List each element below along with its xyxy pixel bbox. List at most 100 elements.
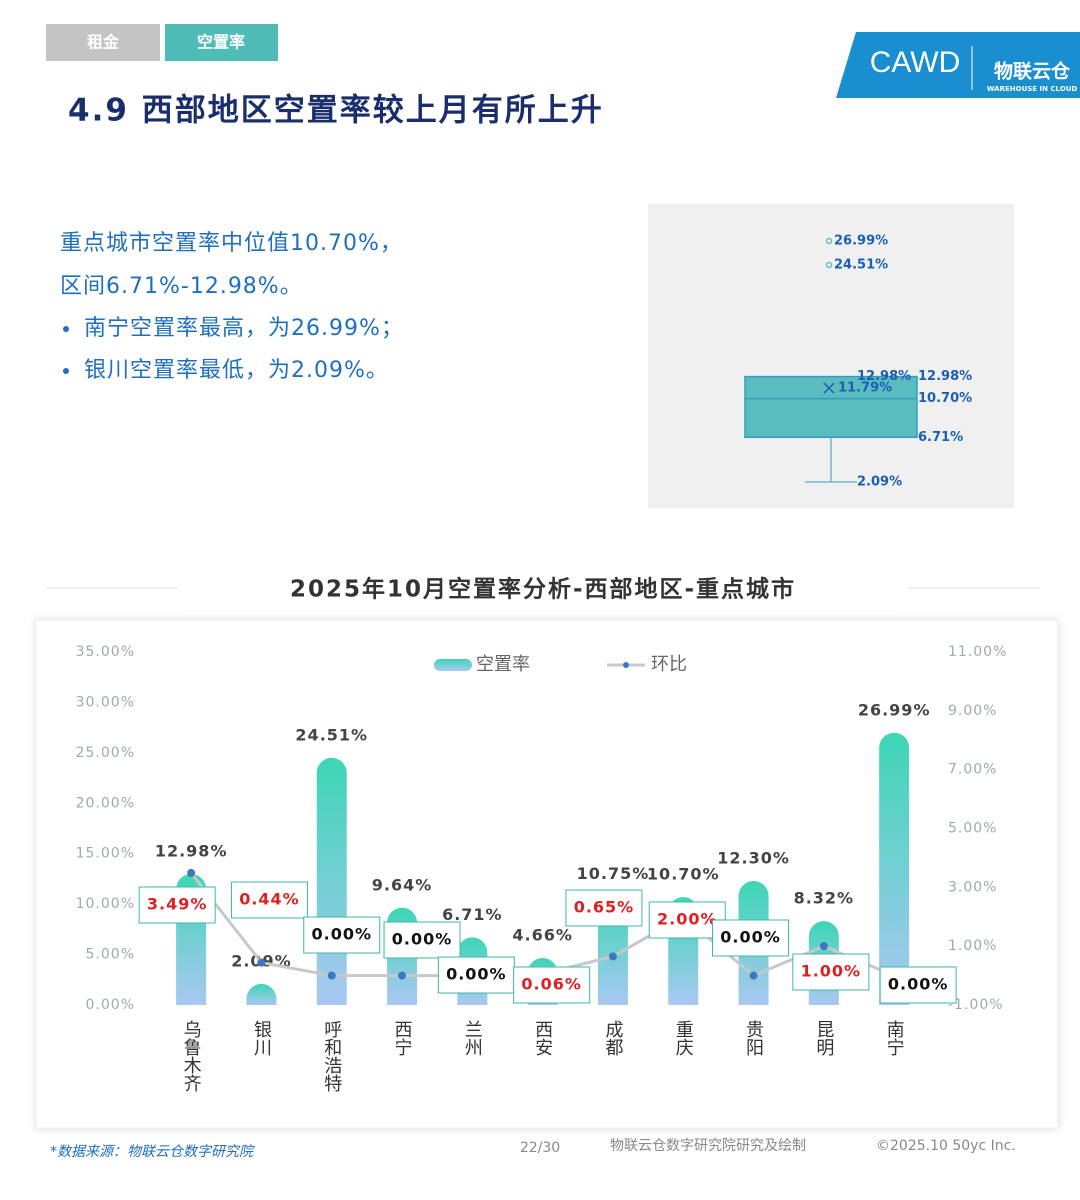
line-value-label: 0.00% [392, 930, 453, 949]
line-marker [819, 942, 828, 951]
page-number: 22/30 [520, 1140, 560, 1156]
y-tick-label: 5.00% [86, 947, 135, 963]
line-label-box [712, 919, 790, 957]
line-value-label: 0.00% [720, 928, 781, 947]
credit: 物联云仓数字研究院研究及绘制 [610, 1138, 806, 1154]
x-tick-label: 兰州 [462, 1020, 483, 1056]
bar [879, 732, 910, 1005]
y-tick-label: 25.00% [76, 745, 135, 761]
source: *数据来源：物联云仓数字研究院 [50, 1144, 255, 1160]
y2-tick-label: 3.00% [948, 879, 997, 895]
outlier [825, 261, 833, 269]
x-tick-label: 贵阳 [743, 1020, 764, 1056]
y2-tick-label: 5.00% [948, 821, 997, 837]
line-value-label: 3.49% [147, 895, 208, 914]
line-marker [398, 971, 407, 980]
legend-label: 环比 [651, 654, 687, 675]
line-value-label: 0.65% [574, 898, 635, 917]
y-tick-label: 30.00% [76, 694, 135, 710]
line-value-label: 0.00% [888, 975, 949, 994]
tab-label[interactable]: 空置率 [197, 33, 245, 52]
copyright: ©2025.10 50yc Inc. [876, 1138, 1016, 1154]
line-value-label: 0.44% [239, 890, 300, 909]
line-label-box [383, 921, 461, 959]
line-label-box [138, 886, 216, 924]
box-label: 12.98% [857, 369, 911, 384]
outlier [825, 237, 833, 245]
logo-brand: CAWD [870, 46, 961, 79]
line-label-box [230, 881, 308, 919]
line-label-box [879, 966, 957, 1004]
y2-tick-label: 7.00% [948, 762, 997, 778]
y-tick-label: 15.00% [76, 846, 135, 862]
x-tick-label: 西宁 [392, 1020, 413, 1056]
line-value-label: 0.06% [521, 975, 582, 994]
line-label-box [513, 966, 591, 1004]
line-marker [187, 868, 196, 877]
line-value-label: 1.00% [801, 962, 862, 981]
bar-value-label: 10.75% [577, 864, 650, 883]
line-marker [327, 971, 336, 980]
x-tick-label: 呼和浩特 [321, 1020, 342, 1092]
x-tick-label: 乌鲁木齐 [181, 1020, 202, 1092]
tab-label[interactable]: 租金 [87, 33, 120, 52]
bar [316, 757, 347, 1005]
bar-value-label: 10.70% [647, 865, 720, 884]
legend-swatch [434, 659, 472, 671]
line-marker [608, 952, 617, 961]
bar-value-label: 8.32% [794, 889, 855, 908]
bar-value-label: 12.30% [717, 848, 790, 867]
line-value-label: 2.00% [657, 910, 718, 929]
bullet [63, 326, 69, 332]
legend-marker [623, 662, 629, 668]
summary-line: 重点城市空置率中位值10.70%， [60, 231, 403, 256]
line-label-box [303, 916, 381, 954]
bar [246, 983, 277, 1005]
bar-value-label: 9.64% [372, 875, 433, 894]
bullet [63, 368, 69, 374]
x-tick-label: 重庆 [673, 1020, 694, 1056]
summary-bullet: 南宁空置率最高，为26.99%； [84, 316, 404, 341]
mean-marker [823, 382, 835, 394]
line-value-label: 0.00% [446, 965, 507, 984]
x-tick-label: 南宁 [884, 1020, 905, 1056]
page-title: 4.9 西部地区空置率较上月有所上升 [68, 93, 604, 129]
summary-bullet: 银川空置率最低，为2.09%。 [84, 358, 389, 383]
boxplot: 26.99%24.51%12.98% 12.98%11.79%10.70%6.71… [744, 234, 972, 490]
line-label-box [565, 889, 643, 927]
box-label: 6.71% [918, 430, 963, 445]
y2-tick-label: 11.00% [948, 644, 1007, 660]
x-tick-label: 银川 [251, 1020, 272, 1056]
combo-chart: 0.00% 5.00% 10.00% 15.00% 20.00% 25.00% 30.00%… [76, 644, 1007, 1092]
legend-label: 空置率 [476, 654, 530, 675]
outlier-label: 26.99% [834, 234, 888, 249]
x-tick-label: 成都 [602, 1020, 623, 1056]
y2-tick-label: 9.00% [948, 703, 997, 719]
tab[interactable] [46, 24, 160, 61]
bar-value-label: 26.99% [858, 700, 931, 719]
line-value-label: 0.00% [311, 925, 372, 944]
line-label-box [792, 953, 870, 991]
x-tick-label: 昆明 [813, 1020, 834, 1057]
box-label: 11.79% [838, 381, 892, 396]
y-tick-label: 20.00% [76, 795, 135, 811]
bar-value-label: 24.51% [295, 725, 368, 744]
line-label-box [437, 956, 515, 994]
y-tick-label: 0.00% [86, 997, 135, 1013]
y-tick-label: 35.00% [76, 644, 135, 660]
box-label: 12.98% [918, 369, 972, 384]
box-label: 10.70% [918, 391, 972, 406]
line-marker [749, 971, 758, 980]
y-tick-label: 10.00% [76, 896, 135, 912]
summary-line: 区间6.71%-12.98%。 [60, 274, 303, 299]
logo-name: 物联云仓 [994, 60, 1071, 83]
tab[interactable] [165, 24, 278, 61]
logo-tagline: WAREHOUSE IN CLOUD [987, 85, 1078, 93]
y2-tick-label: 1.00% [948, 938, 997, 954]
box-label: 2.09% [857, 475, 902, 490]
bar-value-label: 12.98% [155, 842, 228, 861]
chart-title-box [178, 565, 908, 615]
bar-value-label: 4.66% [512, 926, 573, 945]
chart-title: 2025年10月空置率分析-西部地区-重点城市 [290, 576, 796, 603]
x-tick-label: 西安 [532, 1020, 553, 1056]
